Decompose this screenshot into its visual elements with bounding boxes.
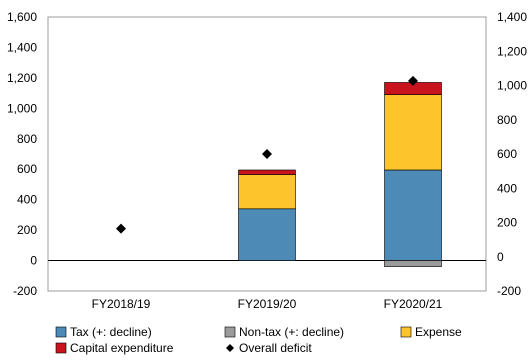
category-label: FY2020/21 bbox=[384, 297, 443, 311]
plot-frame bbox=[47, 16, 487, 292]
legend-label: Expense bbox=[415, 325, 462, 339]
y2-tick-label: 1,400 bbox=[497, 10, 527, 24]
y2-tick-label: 200 bbox=[497, 216, 517, 230]
legend-swatch bbox=[224, 326, 236, 338]
y2-tick-label: 1,000 bbox=[497, 79, 527, 93]
y-tick-label: 1,600 bbox=[7, 10, 37, 24]
y-tick-label: 200 bbox=[17, 223, 37, 237]
y2-tick-label: 800 bbox=[497, 113, 517, 127]
bar-segment bbox=[238, 169, 296, 175]
deficit-marker bbox=[408, 75, 418, 86]
legend-swatch bbox=[400, 326, 412, 338]
bar-segment bbox=[384, 94, 442, 171]
legend-swatch bbox=[55, 342, 67, 354]
y-tick-label: -200 bbox=[13, 284, 37, 298]
bar-segment bbox=[384, 169, 442, 261]
legend-label: Overall deficit bbox=[239, 341, 312, 355]
y2-tick-label: 600 bbox=[497, 147, 517, 161]
y-tick-label: 1,400 bbox=[7, 40, 37, 54]
y2-tick-label: 1,200 bbox=[497, 44, 527, 58]
bar-segment bbox=[238, 174, 296, 210]
y-tick-label: 0 bbox=[30, 254, 37, 268]
category-label: FY2019/20 bbox=[238, 297, 297, 311]
bar-segment bbox=[384, 260, 442, 267]
category-labels: FY2018/19 FY2019/20 FY2020/21 bbox=[92, 297, 443, 311]
legend-swatch bbox=[55, 326, 67, 338]
legend-diamond bbox=[226, 344, 234, 352]
legend-label: Tax (+: decline) bbox=[70, 325, 152, 339]
bars bbox=[238, 82, 442, 267]
legend-label: Capital expenditure bbox=[70, 341, 174, 355]
deficit-markers bbox=[116, 75, 418, 234]
y-tick-label: 800 bbox=[17, 132, 37, 146]
y2-tick-label: -200 bbox=[497, 284, 521, 298]
y2-axis-ticks: -200 0 200 400 600 800 1,000 1,200 1,400 bbox=[497, 10, 527, 298]
legend-label: Non-tax (+: decline) bbox=[239, 325, 344, 339]
y2-tick-label: 0 bbox=[497, 250, 504, 264]
y-tick-label: 600 bbox=[17, 162, 37, 176]
y-axis-ticks: -200 0 200 400 600 800 1,000 1,200 1,400 1,600 bbox=[7, 10, 37, 298]
bar-segment bbox=[238, 208, 296, 261]
category-label: FY2018/19 bbox=[92, 297, 151, 311]
legend: Tax (+: decline) Non-tax (+: decline) Expe… bbox=[55, 325, 462, 355]
y-tick-label: 1,000 bbox=[7, 101, 37, 115]
deficit-marker bbox=[262, 149, 272, 159]
y-tick-label: 400 bbox=[17, 193, 37, 207]
y2-tick-label: 400 bbox=[497, 181, 517, 195]
y-tick-label: 1,200 bbox=[7, 71, 37, 85]
deficit-marker bbox=[116, 223, 126, 234]
